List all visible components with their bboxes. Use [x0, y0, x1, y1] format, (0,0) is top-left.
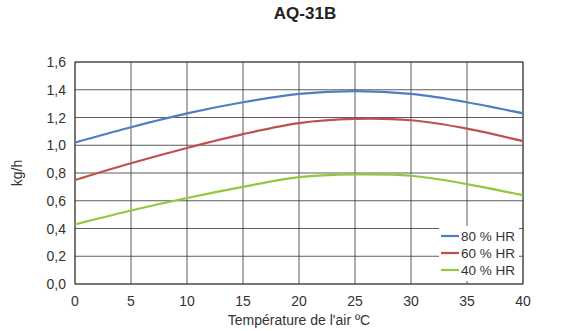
legend-swatch [441, 269, 459, 271]
y-tick-label: 0,0 [47, 276, 67, 292]
x-tick-label: 30 [403, 293, 419, 309]
y-tick-label: 1,2 [47, 110, 67, 126]
legend-label: 60 % HR [461, 246, 515, 261]
x-tick-label: 5 [127, 293, 135, 309]
series-group [75, 91, 523, 224]
x-tick-label: 25 [347, 293, 363, 309]
x-tick-label: 0 [71, 293, 79, 309]
x-tick-label: 40 [515, 293, 531, 309]
y-tick-label: 0,6 [47, 193, 67, 209]
plot-frame [75, 62, 523, 284]
y-tick-label: 0,2 [47, 248, 67, 264]
x-tick-label: 20 [291, 293, 307, 309]
y-tick-label: 1,6 [47, 54, 67, 70]
legend-swatch [441, 252, 459, 254]
y-grid-line [75, 117, 523, 118]
x-tick-label: 35 [459, 293, 475, 309]
y-grid-line [75, 89, 523, 90]
chart: AQ-31B 0 5 10 15 20 25 30 35 40 0,0 0,2 0,4 0,6 0,8 1,0… [0, 0, 564, 331]
grid [75, 62, 523, 284]
y-tick-label: 1,0 [47, 137, 67, 153]
y-tick-label: 0,8 [47, 165, 67, 181]
y-grid-line [75, 200, 523, 201]
legend: 80 % HR 60 % HR 40 % HR [439, 226, 519, 281]
x-tick-label: 10 [179, 293, 195, 309]
legend-background [439, 226, 519, 281]
series-line [75, 174, 523, 224]
series-line [75, 91, 523, 142]
title: AQ-31B [274, 4, 336, 23]
x-tick-label: 15 [235, 293, 251, 309]
series-line [75, 119, 523, 180]
y-axis-label: kg/h [9, 160, 25, 186]
legend-label: 80 % HR [461, 229, 515, 244]
legend-swatch [441, 235, 459, 237]
y-tick-label: 1,4 [47, 82, 67, 98]
y-grid-line [75, 173, 523, 174]
x-axis-label: Température de l'air ºC [228, 312, 370, 328]
y-grid-line [75, 145, 523, 146]
legend-label: 40 % HR [461, 263, 515, 278]
y-tick-label: 0,4 [47, 221, 67, 237]
